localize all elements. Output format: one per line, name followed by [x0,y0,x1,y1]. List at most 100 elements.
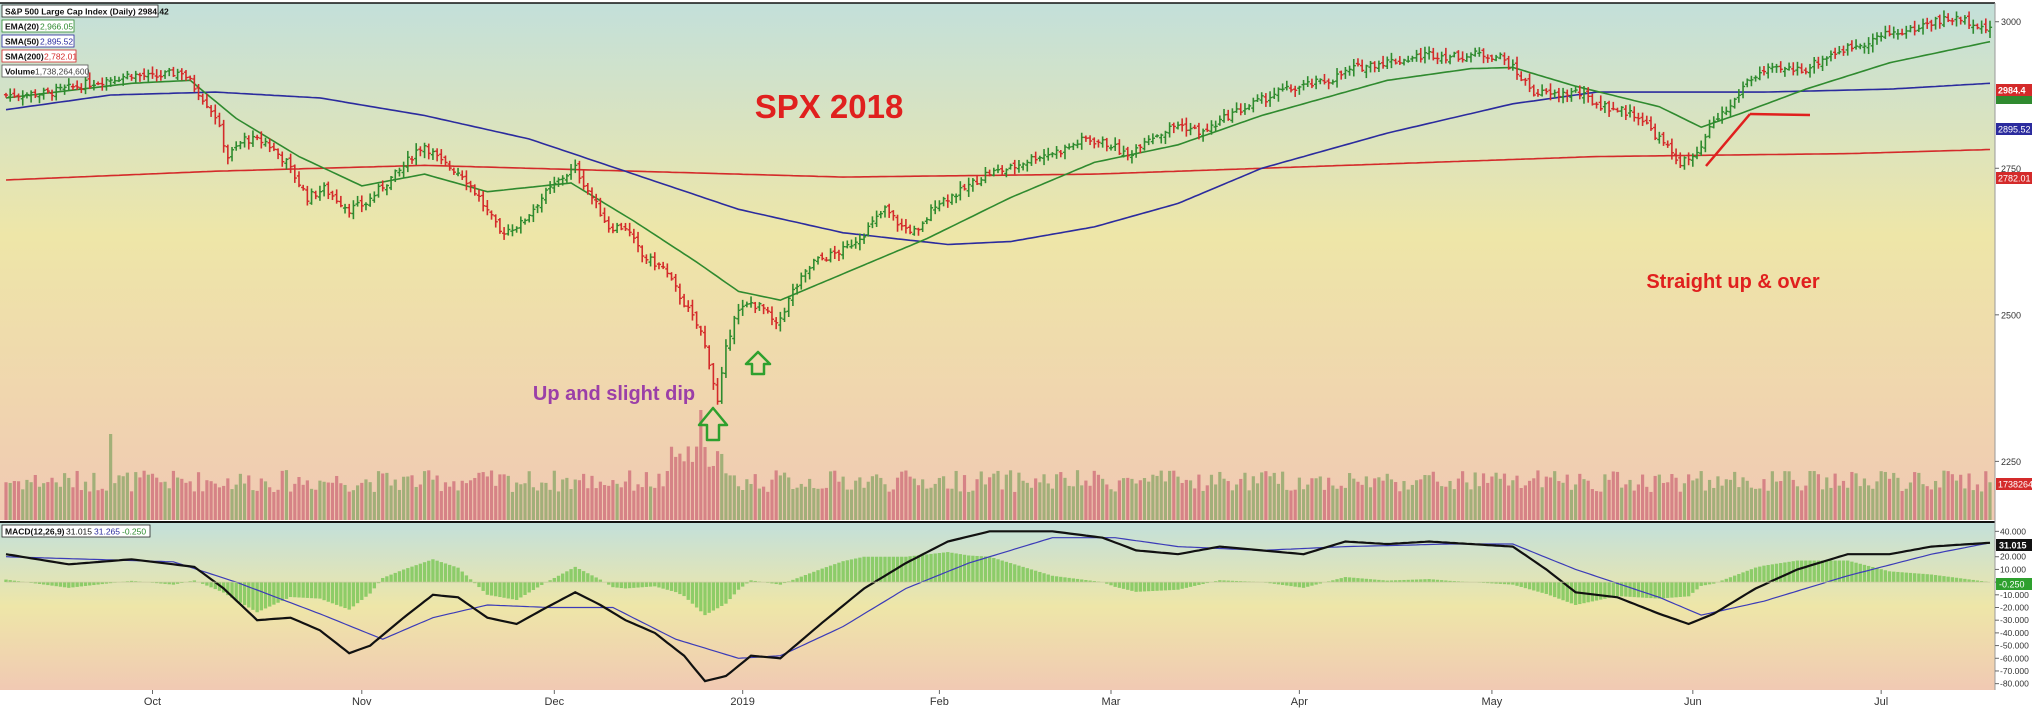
volume-bar [1431,471,1435,520]
macd-hist-bar [774,582,778,585]
macd-hist-bar [975,555,979,583]
macd-hist-bar [674,582,678,593]
volume-bar [1306,484,1310,520]
volume-bar [887,491,891,520]
macd-hist-bar [1423,579,1427,583]
macd-hist-bar [1276,582,1281,585]
volume-bar [1548,477,1553,520]
macd-hist-bar [1954,577,1959,583]
volume-bar [908,476,912,520]
volume-bar [121,476,125,520]
macd-hist-bar [1900,572,1904,583]
volume-bar [1507,485,1511,520]
volume-bar [469,480,473,520]
volume-bar [1737,487,1741,520]
volume-bar [318,480,322,520]
volume-bar [42,483,46,520]
macd-hist-bar [887,556,891,583]
macd-hist-bar [1741,572,1745,583]
volume-bar [841,476,845,520]
price-tick-label: 2750 [2001,164,2021,174]
macd-hist-bar [1289,582,1293,587]
volume-bar [226,478,230,520]
volume-bar [1410,484,1414,520]
volume-bar [1138,480,1142,520]
volume-bar [1649,491,1653,520]
volume-bar [1800,490,1804,520]
macd-hist-bar [1222,580,1226,583]
macd-hist-bar [862,556,866,583]
volume-bar [1707,479,1712,520]
volume-bar [778,475,782,520]
macd-hist-bar [422,562,427,583]
volume-bar [418,484,422,520]
macd-hist-bar [803,575,808,583]
macd-hist-bar [79,582,84,587]
macd-hist-bar [753,580,757,583]
macd-hist-bar [1490,582,1494,584]
macd-hist-bar [347,582,351,610]
macd-hist-bar [1197,582,1201,585]
macd-hist-bar [657,582,661,588]
volume-bar [628,470,632,520]
macd-hist-bar [1594,582,1599,601]
volume-bar [1071,486,1075,520]
volume-bar [1661,482,1666,520]
macd-hist-bar [259,582,263,611]
volume-bar [410,475,414,520]
volume-bar [1733,471,1737,520]
volume-bar [460,480,464,520]
volume-bar [854,480,858,520]
macd-hist-bar [1280,582,1285,585]
volume-bar [820,488,824,520]
macd-hist-bar [293,582,297,598]
macd-hist-bar [1088,580,1092,583]
volume-bar [1975,484,1980,520]
volume-bar [1607,479,1611,520]
volume-bar [1938,487,1942,520]
volume-bar [163,481,167,520]
volume-bar [167,488,171,520]
macd-hist-bar [1389,580,1394,583]
macd-hist-bar [297,582,301,598]
macd-hist-bar [1113,582,1117,587]
volume-bar [1486,482,1490,520]
volume-bar [1887,478,1892,520]
volume-bar [1281,471,1285,520]
macd-hist-bar [1373,579,1377,583]
macd-hist-bar [1448,580,1452,583]
macd-hist-bar [1046,574,1050,583]
macd-tick-label: -80.000 [2000,679,2029,689]
volume-bar [1569,489,1574,520]
ema20-path [5,40,1991,302]
volume-bar [1055,474,1059,520]
legend-sma50-box [1,34,75,48]
macd-hist-bar [699,582,703,612]
volume-bar [678,453,682,520]
macd-hist-bar [929,553,933,583]
volume-bar [276,489,280,520]
macd-hist-bar [339,582,343,607]
macd-hist-bar [1184,582,1189,588]
volume-bar [665,471,669,520]
macd-hist-bar [418,563,423,583]
macd-hist-bar [1753,567,1758,583]
macd-histogram [4,552,1988,616]
macd-hist-bar [1180,582,1184,589]
volume-bar [912,478,916,520]
macd-lines [5,530,1991,683]
volume-bar [527,471,531,520]
macd-hist-bar [661,582,665,589]
legend-ema20-box [1,19,75,33]
volume-bar [1477,486,1481,520]
volume-bar [1494,472,1498,520]
volume-bar [787,477,791,520]
macd-hist-bar [1699,582,1703,586]
volume-bar [682,461,686,520]
volume-bar [686,446,690,520]
macd-hist-bar [841,561,845,583]
macd-hist-bar [678,582,682,595]
macd-hist-bar [569,569,573,583]
volume-bar [176,477,180,520]
macd-hist-bar [1142,582,1147,592]
